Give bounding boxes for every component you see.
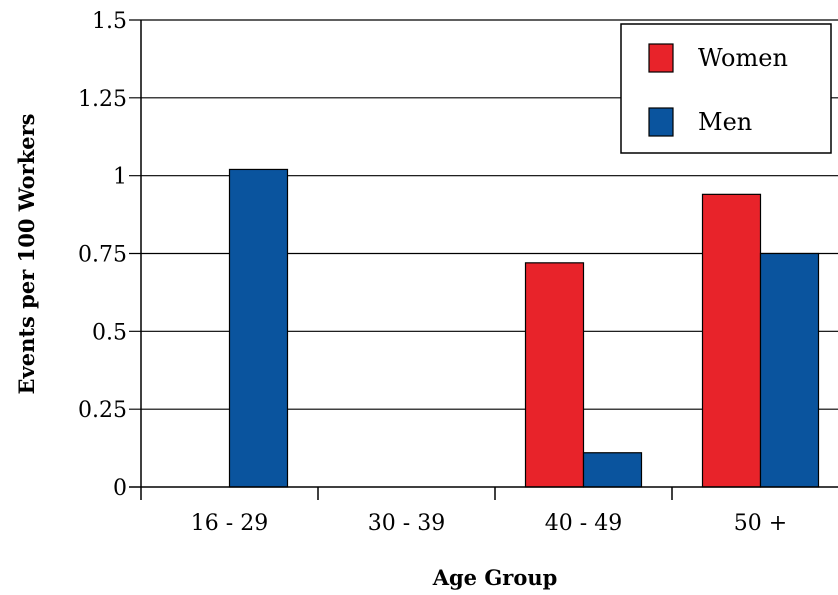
axes	[129, 20, 838, 500]
bar-men-2	[582, 452, 643, 488]
y-tick-label: 1.5	[92, 9, 127, 34]
bar-men-0	[228, 168, 289, 488]
y-tick-label: 0.5	[92, 320, 127, 345]
y-tick-label: 0.25	[78, 398, 127, 423]
y-tick-label: 1	[113, 165, 127, 190]
bar-men-3	[759, 252, 820, 488]
x-axis-title: Age Group	[432, 565, 558, 590]
legend-swatch-women	[648, 43, 674, 73]
x-tick-label: 30 - 39	[368, 511, 445, 536]
x-tick-label: 40 - 49	[545, 511, 622, 536]
x-tick-labels: 16 - 29 30 - 39 40 - 49 50 +	[191, 511, 787, 536]
y-tick-labels: 0 0.25 0.5 0.75 1 1.25 1.5	[78, 9, 127, 501]
bar-women-2	[524, 262, 585, 488]
bars	[228, 168, 820, 488]
bar-women-3	[701, 193, 762, 488]
y-axis-title: Events per 100 Workers	[14, 114, 39, 395]
y-tick-label: 0	[113, 476, 127, 501]
y-tick-label: 1.25	[78, 87, 127, 112]
x-tick-label: 16 - 29	[191, 511, 268, 536]
x-tick-label: 50 +	[734, 511, 787, 536]
legend-swatch-men	[648, 107, 674, 137]
legend-label-men: Men	[698, 108, 752, 136]
y-tick-label: 0.75	[78, 243, 127, 268]
legend: Women Men	[620, 23, 832, 154]
legend-label-women: Women	[698, 44, 788, 72]
